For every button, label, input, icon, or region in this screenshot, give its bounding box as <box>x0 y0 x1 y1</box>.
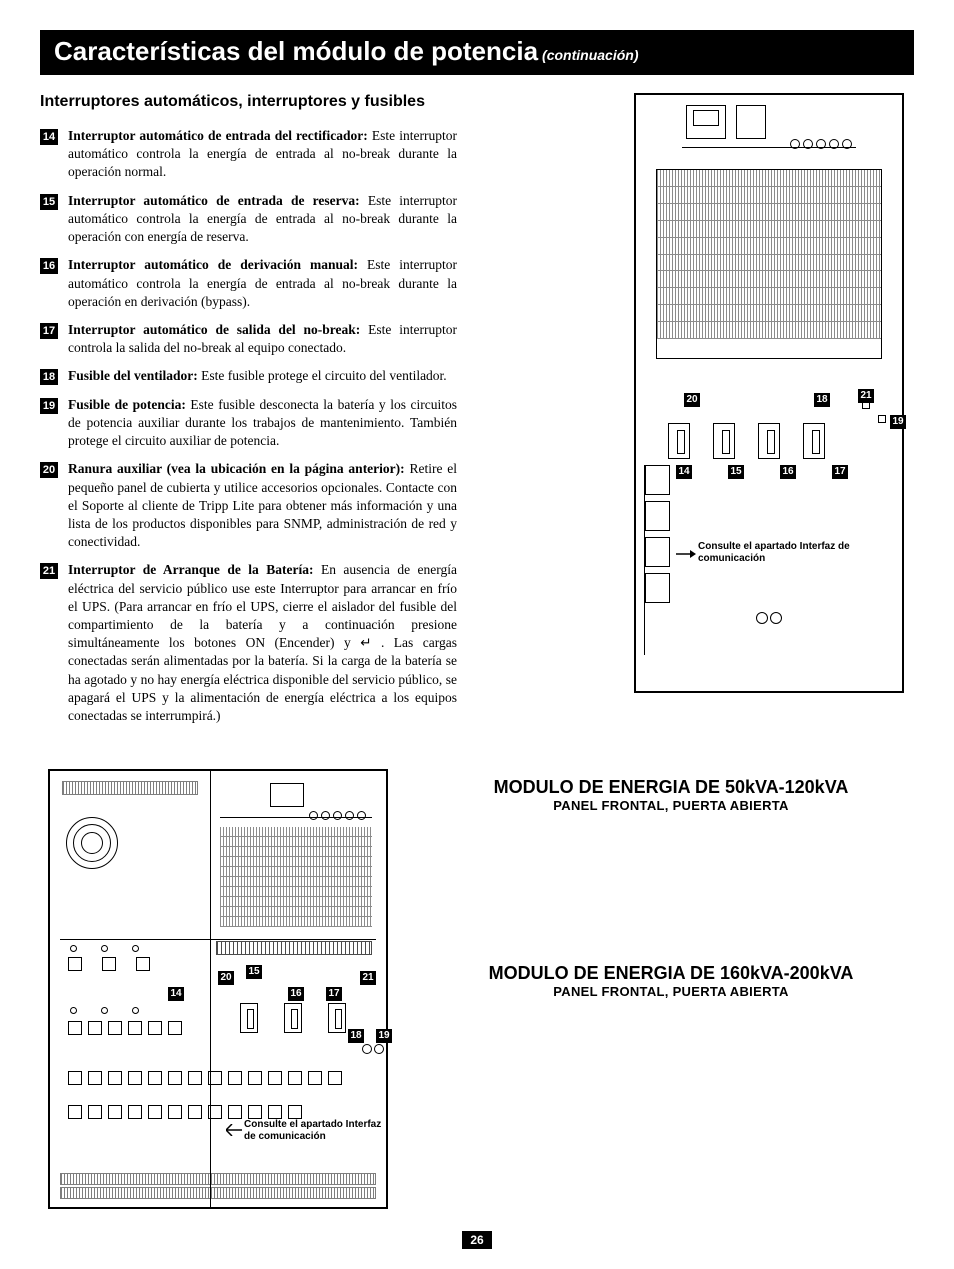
callout-number: 14 <box>40 129 58 145</box>
callout-number: 19 <box>40 398 58 414</box>
subheading: Interruptores automáticos, interruptores… <box>40 93 457 111</box>
two-column-layout: Interruptores automáticos, interruptores… <box>40 93 914 735</box>
module-labels: MODULO DE ENERGIA DE 50kVA-120kVA PANEL … <box>428 769 914 1209</box>
breaker-icon <box>668 423 690 459</box>
callout-number: 18 <box>40 369 58 385</box>
callout-number: 21 <box>40 563 58 579</box>
module-1-title: MODULO DE ENERGIA DE 50kVA-120kVA <box>428 777 914 798</box>
left-column: Interruptores automáticos, interruptores… <box>40 93 457 735</box>
enter-icon: ↵ <box>360 635 371 650</box>
callout-17: 17 <box>326 987 342 1001</box>
terminal-icon <box>68 957 82 971</box>
arrow-icon <box>226 1124 242 1136</box>
callout-19: 19 <box>890 415 906 429</box>
callout-20: 20 <box>218 971 234 985</box>
callout-15: 15 <box>728 465 744 479</box>
item-text: Interruptor automático de derivación man… <box>68 256 457 311</box>
breaker-icon <box>284 1003 302 1033</box>
module-2-label: MODULO DE ENERGIA DE 160kVA-200kVA PANEL… <box>428 963 914 999</box>
bottom-vent-icon <box>60 1173 376 1199</box>
terminal-grid-icon <box>68 1071 368 1085</box>
callout-number: 15 <box>40 194 58 210</box>
breaker-icon <box>758 423 780 459</box>
module-1-subtitle: PANEL FRONTAL, PUERTA ABIERTA <box>428 798 914 813</box>
breaker-icon <box>240 1003 258 1033</box>
terminal-icon <box>102 957 116 971</box>
diagram-note: Consulte el apartado Interfaz de comunic… <box>698 541 868 565</box>
item-text: Fusible del ventilador: Este fusible pro… <box>68 367 457 385</box>
callout-21: 21 <box>360 971 376 985</box>
callout-number: 20 <box>40 462 58 478</box>
vent-grille-icon <box>656 169 882 359</box>
terminal-dots-icon <box>70 945 139 952</box>
callout-16: 16 <box>288 987 304 1001</box>
item-text: Interruptor automático de entrada de res… <box>68 192 457 247</box>
list-item: 16 Interruptor automático de derivación … <box>40 256 457 311</box>
list-item: 21 Interruptor de Arranque de la Batería… <box>40 561 457 725</box>
connector-circles-icon <box>360 1041 384 1059</box>
blank-panel-icon <box>736 105 766 139</box>
callout-14: 14 <box>168 987 184 1001</box>
diagram-50-120kva: 20 18 21 19 14 15 16 17 <box>634 93 904 693</box>
callout-14: 14 <box>676 465 692 479</box>
led-row-icon <box>309 811 366 820</box>
module-2-title: MODULO DE ENERGIA DE 160kVA-200kVA <box>428 963 914 984</box>
section-title: Características del módulo de potencia <box>54 36 538 66</box>
switch-icon <box>862 401 870 409</box>
list-item: 14 Interruptor automático de entrada del… <box>40 127 457 182</box>
breaker-icon <box>328 1003 346 1033</box>
callout-20: 20 <box>684 393 700 407</box>
page-number: 26 <box>462 1231 492 1249</box>
connector-circles-icon <box>636 611 902 629</box>
breaker-icon <box>803 423 825 459</box>
breaker-row <box>656 423 882 459</box>
list-item: 15 Interruptor automático de entrada de … <box>40 192 457 247</box>
item-text: Interruptor automático de salida del no-… <box>68 321 457 357</box>
lower-section: 20 15 21 16 17 14 18 19 <box>40 769 914 1209</box>
module-1-label: MODULO DE ENERGIA DE 50kVA-120kVA PANEL … <box>428 777 914 813</box>
fuse-icon <box>878 415 886 423</box>
callout-number: 17 <box>40 323 58 339</box>
list-item: 18 Fusible del ventilador: Este fusible … <box>40 367 457 385</box>
control-panel-icon <box>270 783 304 807</box>
arrow-icon <box>676 547 696 561</box>
list-item: 20 Ranura auxiliar (vea la ubicación en … <box>40 460 457 551</box>
section-continued: (continuación) <box>542 47 638 63</box>
breaker-icon <box>713 423 735 459</box>
item-text: Ranura auxiliar (vea la ubicación en la … <box>68 460 457 551</box>
module-2-subtitle: PANEL FRONTAL, PUERTA ABIERTA <box>428 984 914 999</box>
list-item: 17 Interruptor automático de salida del … <box>40 321 457 357</box>
diagram-note: Consulte el apartado Interfaz de comunic… <box>244 1119 384 1143</box>
vent-strip-icon <box>62 781 198 795</box>
item-text: Interruptor de Arranque de la Batería: E… <box>68 561 457 725</box>
callout-17: 17 <box>832 465 848 479</box>
diagram-160-200kva: 20 15 21 16 17 14 18 19 <box>48 769 388 1209</box>
callout-15: 15 <box>246 965 262 979</box>
vent-grille-icon <box>220 827 372 927</box>
callout-16: 16 <box>780 465 796 479</box>
vent-strip-icon <box>216 941 372 955</box>
terminal-icon <box>136 957 150 971</box>
list-item: 19 Fusible de potencia: Este fusible des… <box>40 396 457 451</box>
right-column: 20 18 21 19 14 15 16 17 <box>497 93 914 735</box>
breaker-row <box>240 1003 346 1033</box>
item-text: Fusible de potencia: Este fusible descon… <box>68 396 457 451</box>
callout-number: 16 <box>40 258 58 274</box>
section-header: Características del módulo de potencia (… <box>40 30 914 75</box>
item-text: Interruptor automático de entrada del re… <box>68 127 457 182</box>
callout-18: 18 <box>814 393 830 407</box>
control-panel-icon <box>686 105 726 139</box>
fan-icon <box>66 817 118 869</box>
